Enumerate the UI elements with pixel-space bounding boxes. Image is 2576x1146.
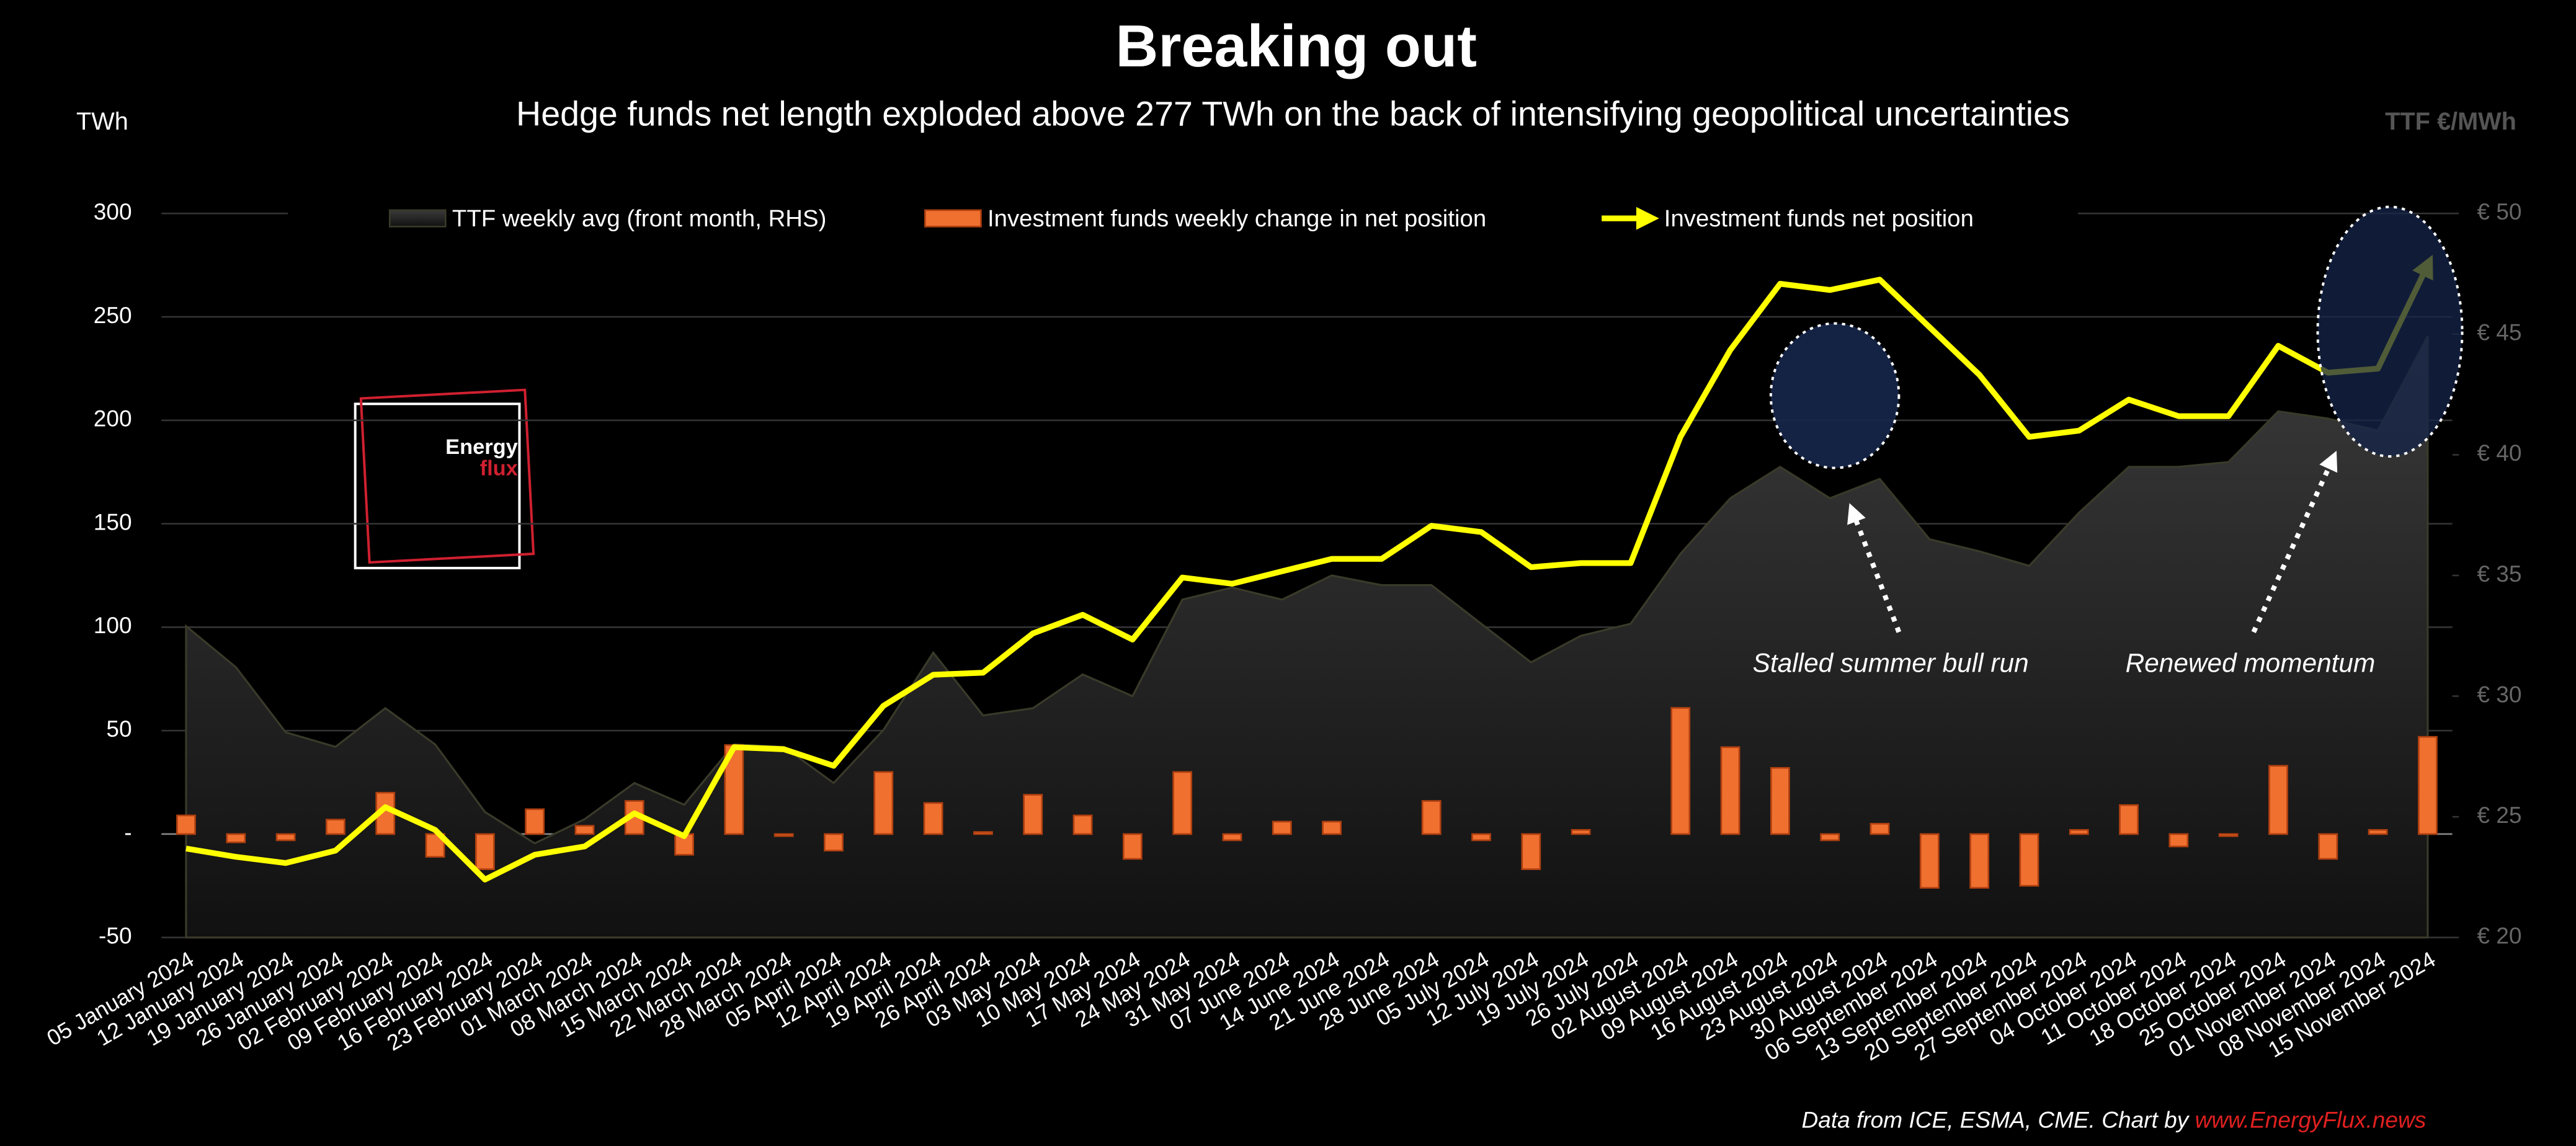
highlight: [2316, 205, 2464, 458]
y-tick-label: -: [124, 819, 131, 845]
y-axis-label: TWh: [76, 108, 128, 135]
bar: [1870, 822, 1890, 835]
bar: [2218, 833, 2239, 837]
bar: [1919, 833, 1940, 889]
line: [185, 254, 2433, 882]
bar: [873, 771, 894, 835]
bar: [1272, 820, 1292, 835]
bar: [176, 814, 196, 835]
legend-label: Investment funds weekly change in net po…: [987, 205, 1486, 232]
area: [185, 335, 2429, 939]
y2-tick-label: € 20: [2477, 923, 2521, 949]
annotation-arrow: [1847, 503, 1902, 633]
logo: Energy flux: [354, 388, 535, 570]
bar: [2069, 828, 2089, 835]
bar: [1720, 746, 1740, 835]
y-tick-label: 250: [94, 302, 132, 328]
bar: [1222, 833, 1242, 842]
bar: [2368, 828, 2388, 835]
bar: [824, 833, 844, 851]
chart-title: Breaking out: [1116, 14, 1477, 79]
legend-label: TTF weekly avg (front month, RHS): [452, 205, 826, 232]
bar: [1072, 814, 1093, 835]
y-tick-label: -50: [99, 923, 132, 949]
bar: [1471, 833, 1491, 842]
logo-frame: [359, 388, 535, 564]
source-text: Data from ICE, ESMA, CME. Chart by: [1802, 1106, 2195, 1132]
bar: [1023, 794, 1043, 835]
bar: [773, 833, 794, 837]
y2-tick-label: € 50: [2477, 198, 2521, 224]
bar: [2168, 833, 2189, 848]
logo-text: flux: [480, 456, 518, 480]
bar: [275, 833, 296, 842]
y-tick-label: 200: [94, 406, 132, 432]
y2-axis-label: TTF €/MWh: [2385, 108, 2516, 135]
bar: [1521, 833, 1541, 870]
bar: [1322, 820, 1342, 835]
source-link: www.EnergyFlux.news: [2195, 1106, 2427, 1132]
y2-tick-label: € 45: [2477, 319, 2521, 345]
legend-swatch: [924, 209, 982, 228]
bar: [923, 802, 943, 835]
y-tick-label: 100: [94, 612, 132, 638]
bar: [525, 808, 545, 835]
y2-tick-label: € 30: [2477, 681, 2521, 707]
annotation: Renewed momentum: [2126, 648, 2376, 677]
bar: [1969, 833, 1990, 889]
source: Data from ICE, ESMA, CME. Chart by www.E…: [1802, 1106, 2427, 1132]
bar: [2019, 833, 2039, 887]
bar: [226, 833, 246, 843]
legend-bg: [288, 193, 2078, 243]
bar: [1421, 800, 1442, 835]
legend-label: Investment funds net position: [1664, 205, 1974, 232]
y-tick-label: 50: [106, 716, 131, 742]
bar: [1571, 828, 1591, 835]
chart-subtitle: Hedge funds net length exploded above 27…: [516, 95, 2070, 133]
annotation-arrow: [2251, 450, 2338, 633]
bar: [1820, 833, 1840, 842]
bar: [574, 825, 595, 835]
legend-swatch: [388, 209, 447, 228]
y2-tick-label: € 40: [2477, 440, 2521, 466]
logo-text: Energy: [445, 435, 518, 459]
bar: [2318, 833, 2338, 860]
bar: [973, 831, 993, 835]
bar: [326, 819, 345, 835]
highlight: [1769, 322, 1901, 469]
y2-tick-label: € 35: [2477, 561, 2521, 587]
bar: [2119, 804, 2139, 835]
bar: [2268, 765, 2288, 835]
annotation: Stalled summer bull run: [1753, 648, 2029, 677]
logo-frame: [354, 402, 521, 570]
y2-tick-label: € 25: [2477, 802, 2521, 828]
bar: [1172, 771, 1193, 835]
y-tick-label: 150: [94, 509, 132, 535]
bar: [1770, 766, 1790, 835]
bar: [1122, 833, 1143, 860]
bar: [1670, 707, 1691, 835]
bar: [2418, 735, 2438, 835]
bar: [475, 833, 495, 870]
y-tick-label: 300: [94, 198, 132, 224]
